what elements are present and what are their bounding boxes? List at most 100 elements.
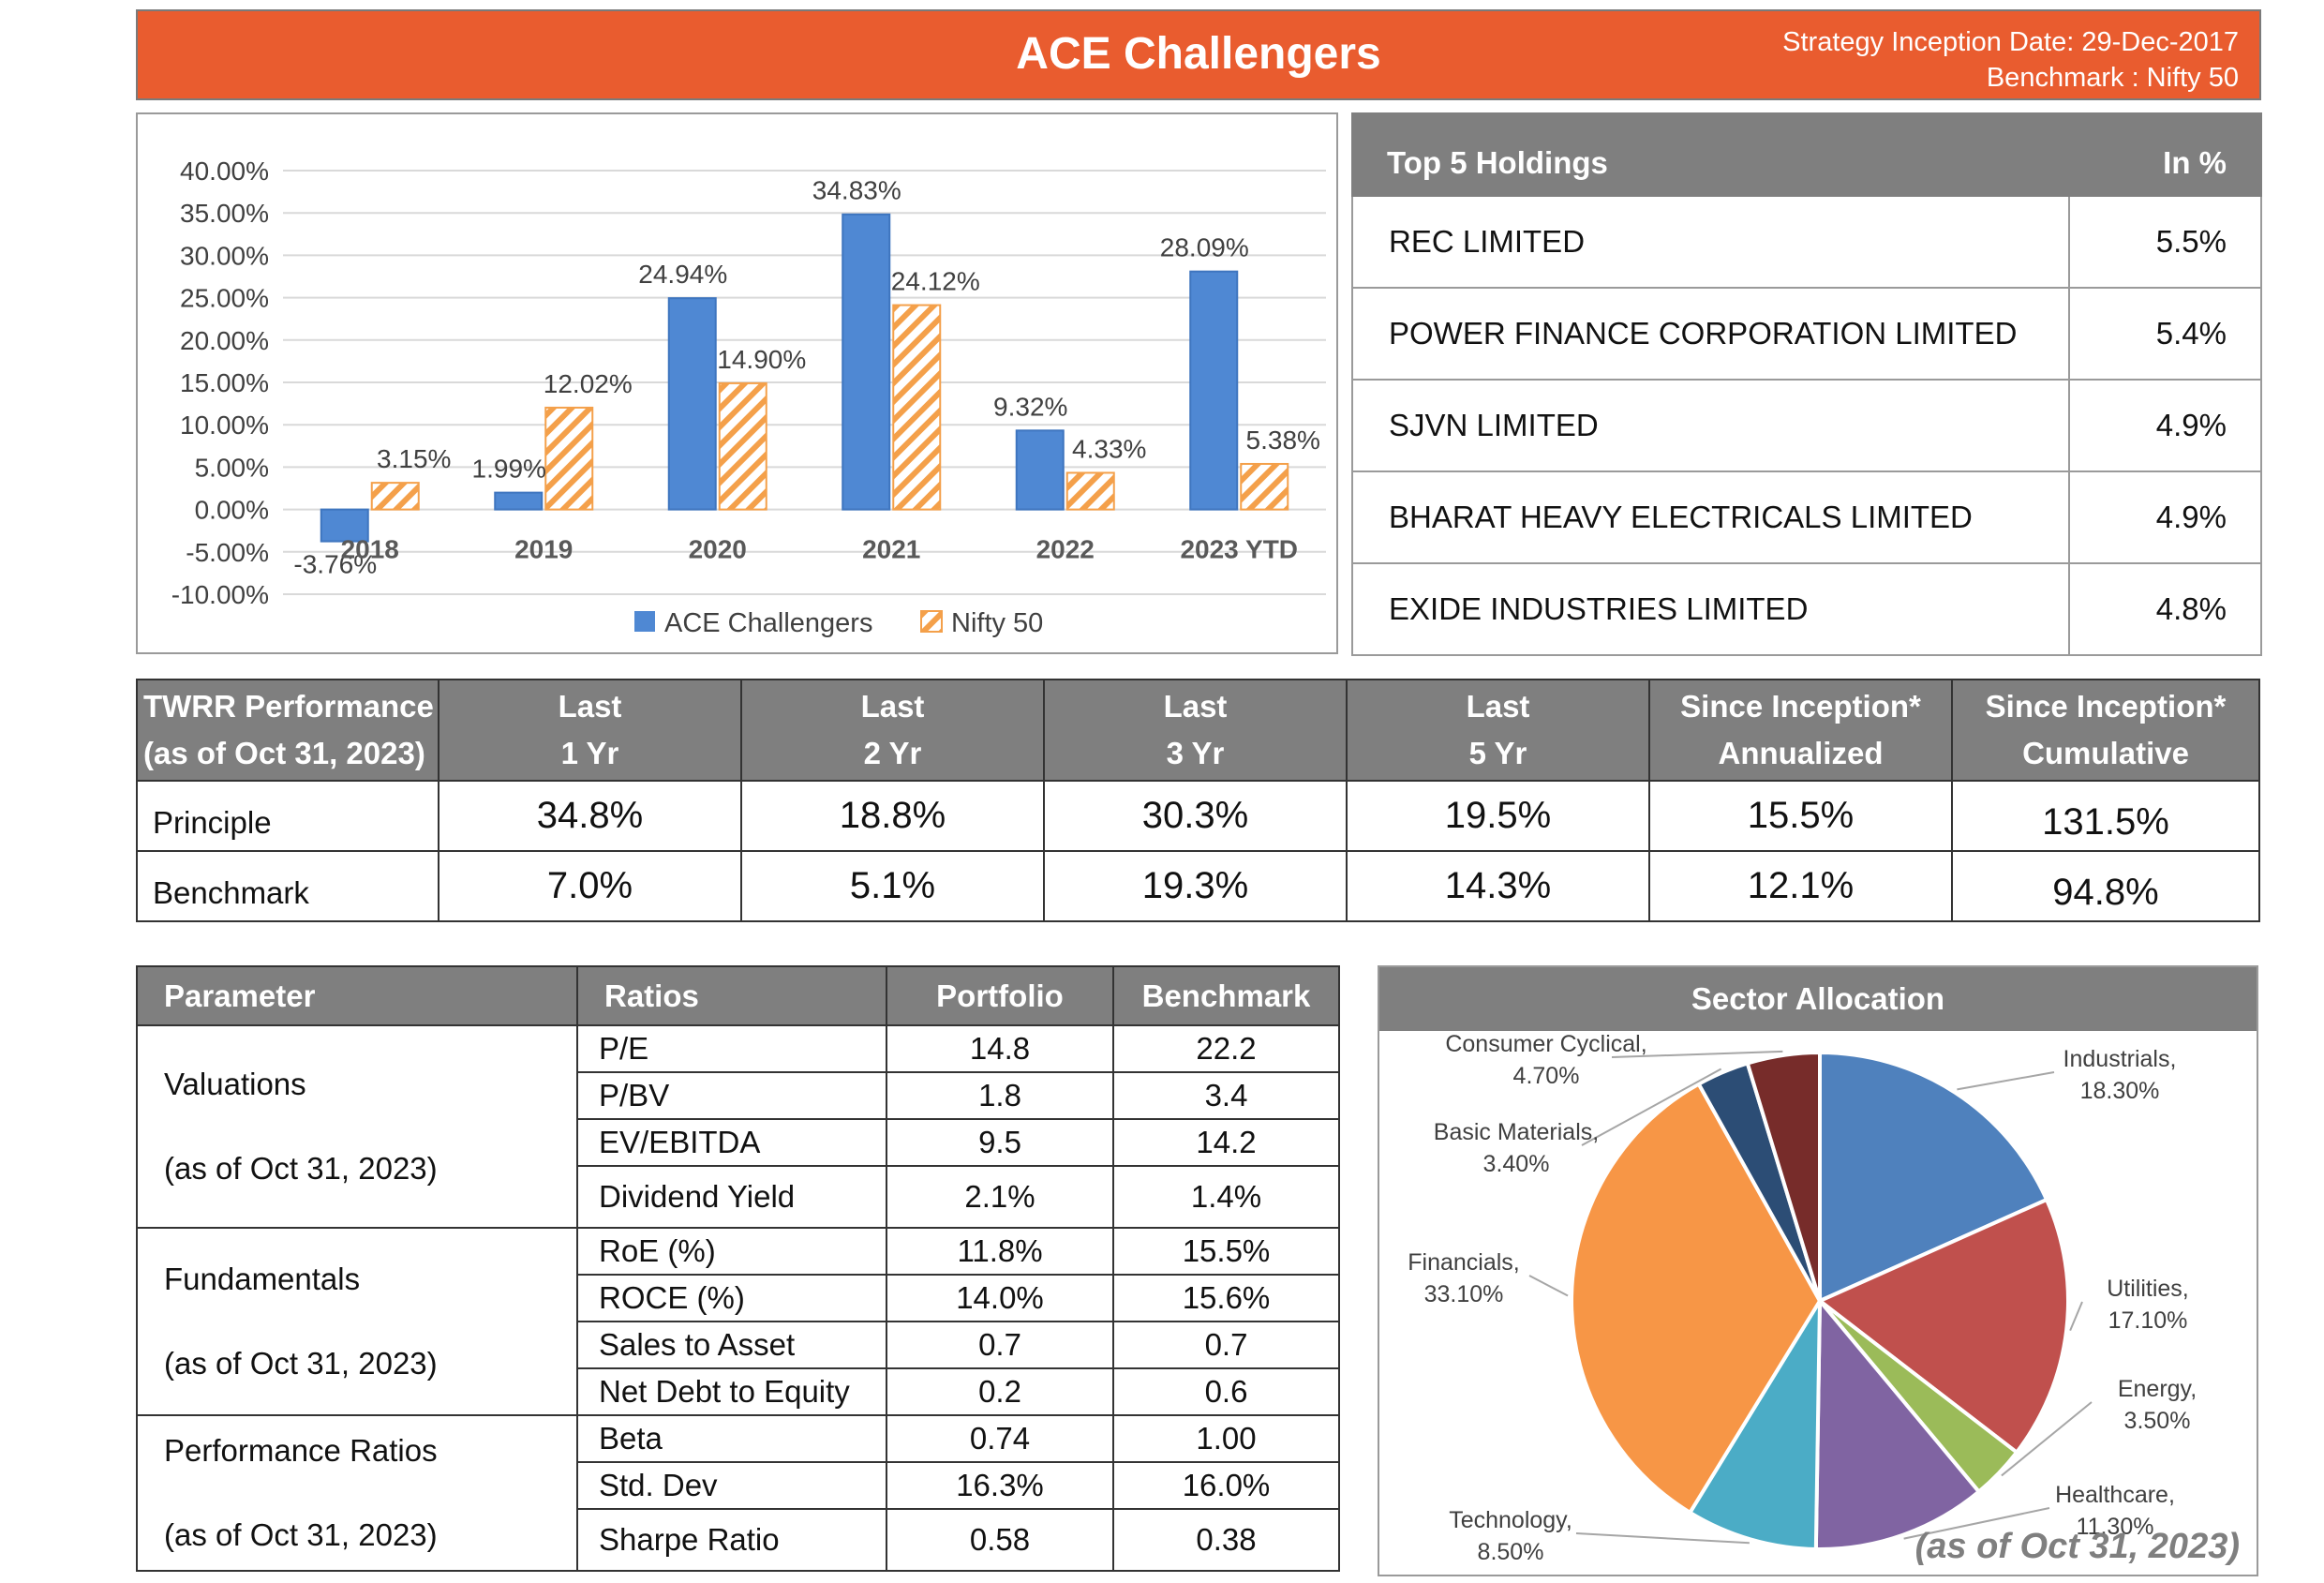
ratio-name: Sharpe Ratio bbox=[576, 1508, 887, 1572]
returns-chart-svg: 40.00% 35.00% 30.00% 25.00% 20.00% 15.00% 10.0… bbox=[171, 157, 1326, 638]
table-row: Dividend Yield 2.1% 1.4% bbox=[137, 1165, 1340, 1229]
portfolio-value: 14.8 bbox=[886, 1024, 1114, 1073]
bar-data-label: 4.33% bbox=[1072, 434, 1146, 463]
benchmark-value: 15.5% bbox=[1112, 1227, 1340, 1276]
y-tick-label: 5.00% bbox=[195, 453, 269, 482]
twrr-col-cumulative: Since Inception* Cumulative bbox=[1951, 679, 2260, 782]
col-line1: Last bbox=[558, 689, 622, 724]
pie-label-name: Basic Materials, bbox=[1434, 1119, 1599, 1145]
params-header-parameter: Parameter bbox=[136, 965, 578, 1026]
col-line1: Last bbox=[1163, 689, 1228, 724]
pie-leader-line bbox=[1611, 1050, 1783, 1058]
ratio-name: Net Debt to Equity bbox=[576, 1367, 887, 1416]
header-banner: ACE Challengers Strategy Inception Date:… bbox=[136, 9, 2261, 100]
twrr-value: 19.3% bbox=[1043, 850, 1348, 922]
portfolio-value: 0.58 bbox=[886, 1508, 1114, 1572]
holding-name: EXIDE INDUSTRIES LIMITED bbox=[1351, 562, 2070, 656]
ratio-name: EV/EBITDA bbox=[576, 1118, 887, 1167]
holdings-header-pct: In % bbox=[2068, 112, 2262, 197]
holdings-header-name: Top 5 Holdings bbox=[1351, 112, 2070, 197]
ratio-name: P/E bbox=[576, 1024, 887, 1073]
col-line2: Cumulative bbox=[2022, 736, 2189, 770]
bar-data-label: 9.32% bbox=[993, 392, 1067, 421]
pie-label-name: Financials, bbox=[1408, 1249, 1520, 1276]
table-row: Sales to Asset 0.7 0.7 bbox=[137, 1321, 1340, 1369]
x-tick-label: 2022 bbox=[1036, 535, 1095, 564]
table-row: Std. Dev 16.3% 16.0% bbox=[137, 1461, 1340, 1510]
bar-data-label: 24.12% bbox=[891, 267, 980, 296]
sector-asof: (as of Oct 31, 2023) bbox=[1914, 1527, 2240, 1566]
holding-name: BHARAT HEAVY ELECTRICALS LIMITED bbox=[1351, 470, 2070, 564]
sector-allocation-panel: Industrials, 18.30% Utilities, 17.10% Energy… bbox=[1378, 965, 2258, 1576]
pie-label-name: Industrials, bbox=[2063, 1046, 2177, 1072]
portfolio-value: 11.8% bbox=[886, 1227, 1114, 1276]
pie-leader-line bbox=[1903, 1507, 2050, 1540]
pie-label-pct: 18.30% bbox=[2080, 1078, 2160, 1104]
twrr-value: 131.5% bbox=[1951, 780, 2260, 852]
table-row: Performance Ratios (as of Oct 31, 2023) B… bbox=[136, 1414, 1340, 1572]
holding-pct: 4.9% bbox=[2068, 470, 2262, 564]
group-fundamentals: Fundamentals (as of Oct 31, 2023) bbox=[136, 1227, 578, 1416]
twrr-value: 19.5% bbox=[1346, 780, 1650, 852]
portfolio-value: 14.0% bbox=[886, 1274, 1114, 1322]
col-line2: 3 Yr bbox=[1166, 736, 1225, 770]
pie-label-name: Healthcare, bbox=[2055, 1482, 2175, 1508]
bar-data-label: 14.90% bbox=[717, 345, 806, 374]
pie-label-pct: 3.40% bbox=[1483, 1151, 1550, 1177]
twrr-header-line2: (as of Oct 31, 2023) bbox=[143, 736, 425, 770]
table-row: REC LIMITED 5.5% bbox=[1351, 195, 2262, 289]
col-line2: Annualized bbox=[1718, 736, 1884, 770]
legend-label-nifty: Nifty 50 bbox=[951, 608, 1043, 638]
legend-label-ace: ACE Challengers bbox=[664, 608, 872, 638]
top-holdings-table: Top 5 Holdings In % REC LIMITED 5.5% POWE… bbox=[1351, 112, 2262, 656]
group-valuations: Valuations (as of Oct 31, 2023) bbox=[136, 1024, 578, 1229]
ratio-name: ROCE (%) bbox=[576, 1274, 887, 1322]
params-header-ratios: Ratios bbox=[576, 965, 887, 1026]
table-row: Fundamentals (as of Oct 31, 2023) RoE (%)… bbox=[136, 1227, 1340, 1416]
pie-label-name: Energy, bbox=[2118, 1376, 2197, 1402]
pie-slice bbox=[1813, 1295, 1982, 1551]
table-row: Net Debt to Equity 0.2 0.6 bbox=[137, 1367, 1340, 1416]
twrr-row-label: Benchmark bbox=[136, 850, 439, 922]
params-header-row: Parameter Ratios Portfolio Benchmark bbox=[136, 965, 1340, 1026]
y-tick-label: 35.00% bbox=[180, 199, 269, 228]
table-row: EV/EBITDA 9.5 14.2 bbox=[137, 1118, 1340, 1167]
bar-nifty bbox=[370, 482, 420, 511]
benchmark-value: 16.0% bbox=[1112, 1461, 1340, 1510]
table-row: Principle 34.8% 18.8% 30.3% 19.5% 15.5% … bbox=[136, 780, 2260, 852]
pie-label-name: Utilities, bbox=[2107, 1276, 2189, 1302]
bar-ace bbox=[667, 297, 717, 511]
table-row: EXIDE INDUSTRIES LIMITED 4.8% bbox=[1351, 562, 2262, 656]
table-row: POWER FINANCE CORPORATION LIMITED 5.4% bbox=[1351, 287, 2262, 381]
group-name: Performance Ratios bbox=[164, 1433, 438, 1468]
x-tick-label: 2018 bbox=[341, 535, 399, 564]
bar-nifty bbox=[892, 304, 942, 511]
benchmark-value: 1.4% bbox=[1112, 1165, 1340, 1229]
bar-data-label: 5.38% bbox=[1246, 426, 1320, 455]
params-header-portfolio: Portfolio bbox=[886, 965, 1114, 1026]
pie-label-pct: 4.70% bbox=[1513, 1063, 1580, 1089]
benchmark-name: Benchmark : Nifty 50 bbox=[1986, 63, 2239, 93]
twrr-header-line1: TWRR Performance bbox=[143, 689, 434, 724]
table-row: Valuations (as of Oct 31, 2023) P/E 14.8 … bbox=[136, 1024, 1340, 1229]
holding-name: SJVN LIMITED bbox=[1351, 379, 2070, 472]
benchmark-value: 3.4 bbox=[1112, 1071, 1340, 1120]
benchmark-value: 1.00 bbox=[1112, 1414, 1340, 1463]
x-tick-label: 2023 YTD bbox=[1180, 535, 1298, 564]
x-tick-label: 2019 bbox=[514, 535, 573, 564]
twrr-header-row: TWRR Performance (as of Oct 31, 2023) Las… bbox=[136, 679, 2260, 782]
table-row: ROCE (%) 14.0% 15.6% bbox=[137, 1274, 1340, 1322]
pie-leader-line bbox=[1581, 1068, 1722, 1146]
portfolio-value: 0.7 bbox=[886, 1321, 1114, 1369]
y-tick-label: -10.00% bbox=[171, 580, 269, 609]
pie-label-pct: 3.50% bbox=[2124, 1408, 2191, 1434]
col-line1: Last bbox=[860, 689, 925, 724]
pie-label-pct: 17.10% bbox=[2108, 1307, 2188, 1334]
y-tick-label: 25.00% bbox=[180, 284, 269, 313]
x-tick-label: 2021 bbox=[862, 535, 920, 564]
twrr-value: 5.1% bbox=[740, 850, 1045, 922]
bar-data-label: 28.09% bbox=[1160, 233, 1249, 262]
group-performance-ratios: Performance Ratios (as of Oct 31, 2023) bbox=[136, 1414, 578, 1572]
bar-ace bbox=[320, 508, 369, 543]
pie-leader-line bbox=[2069, 1301, 2083, 1332]
